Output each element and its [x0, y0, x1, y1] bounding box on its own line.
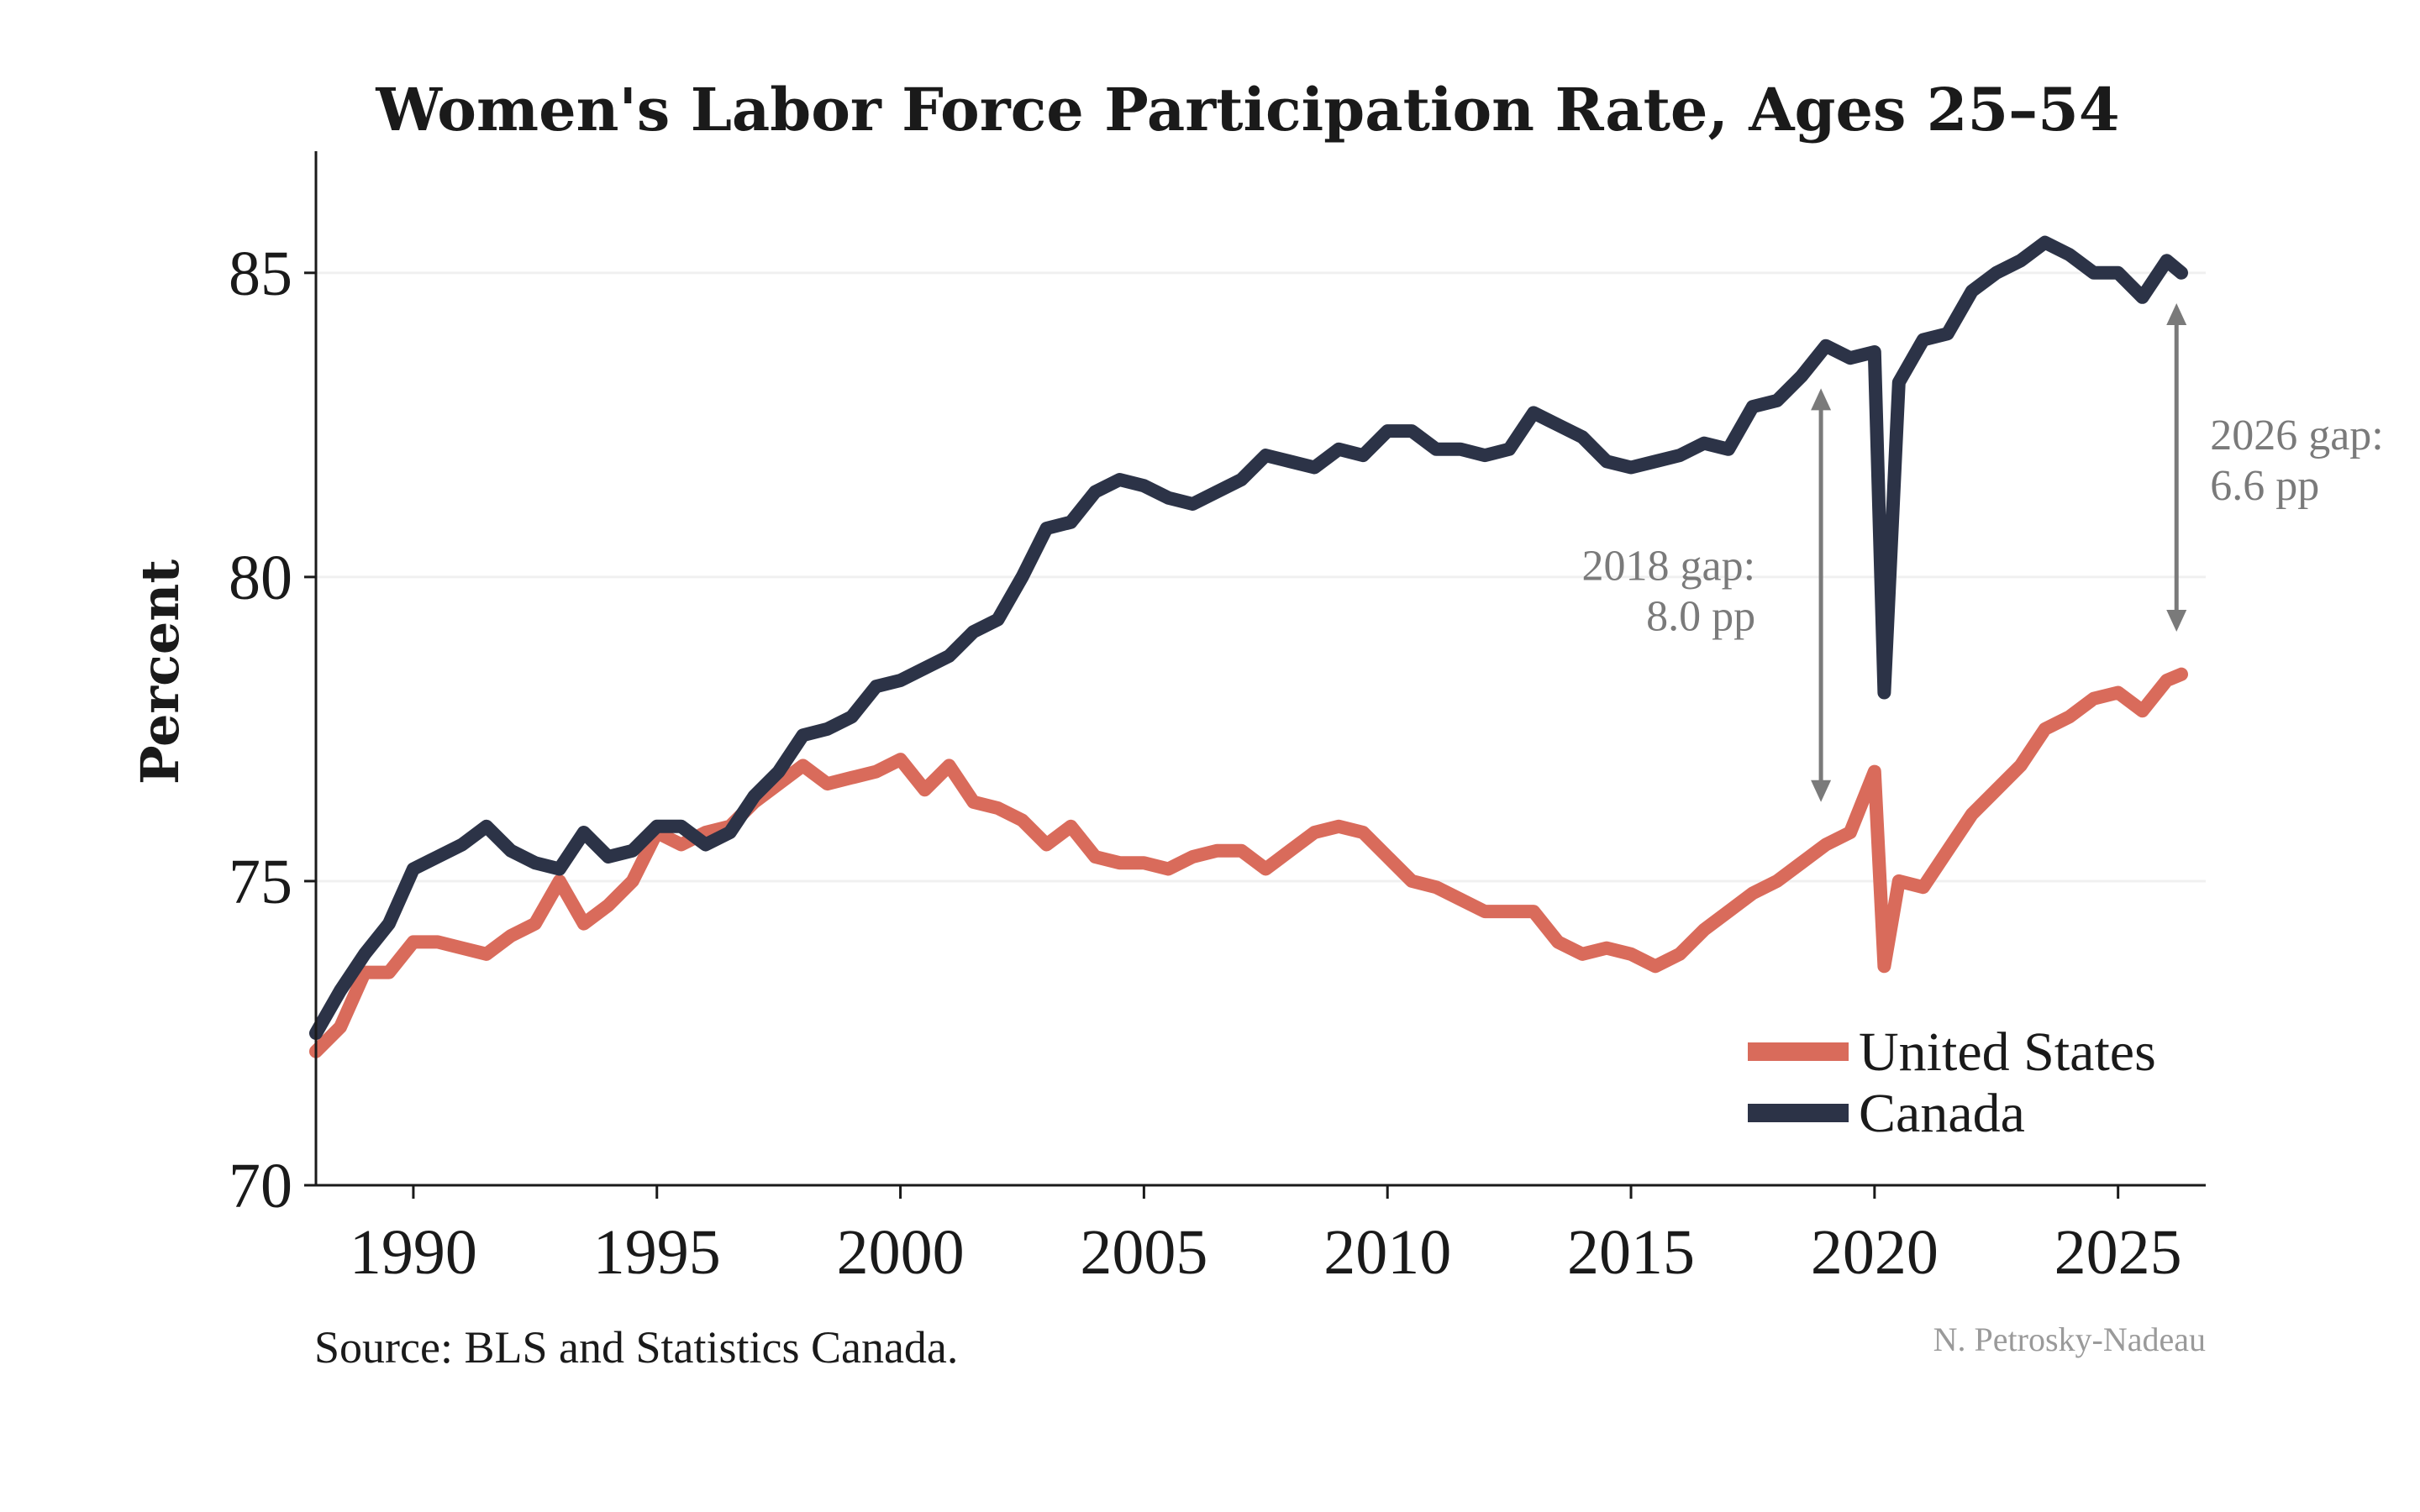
gap-2026-label-line1: 2026 gap: [2210, 412, 2384, 459]
legend-label-united-states: United States [1859, 1021, 2156, 1083]
ticks: 70 75 80 85 1990 1995 2000 2005 2010 2015 2020 2025 [229, 239, 2182, 1288]
credit-note: N. Petrosky-Nadeau [1933, 1320, 2206, 1358]
x-tick-label-2010: 2010 [1323, 1217, 1451, 1288]
y-tick-label-85: 85 [229, 239, 292, 309]
x-tick-label-2020: 2020 [1811, 1217, 1939, 1288]
x-tick-label-2000: 2000 [837, 1217, 965, 1288]
chart-title: Women's Labor Force Participation Rate, … [375, 75, 2119, 144]
x-tick-label-1995: 1995 [593, 1217, 721, 1288]
y-tick-label-75: 75 [229, 847, 292, 917]
x-tick-label-2025: 2025 [2054, 1217, 2182, 1288]
gap-2018-label-line2: 8.0 pp [1646, 593, 1755, 641]
legend-label-canada: Canada [1859, 1083, 2025, 1144]
series-line-canada [309, 235, 2188, 1040]
legend: United States Canada [1748, 1021, 2156, 1144]
grid [316, 271, 2206, 883]
y-tick-label-80: 80 [229, 543, 292, 613]
annotation-layer: 2018 gap:8.0 pp 2026 gap:6.6 pp [1582, 303, 2384, 802]
x-tick-label-2015: 2015 [1567, 1217, 1695, 1288]
y-tick-label-70: 70 [229, 1151, 292, 1221]
gap-2018-arrow-head-bottom [1811, 780, 1832, 802]
source-note: Source: BLS and Statistics Canada. [314, 1322, 958, 1373]
gap-2018-arrow-head-top [1811, 388, 1832, 411]
gap-2026-arrow-head-bottom [2166, 610, 2187, 633]
gap-2026-label-line2: 6.6 pp [2210, 462, 2319, 510]
y-axis-label: Percent [129, 559, 191, 785]
gap-2026-arrow-head-top [2166, 303, 2187, 326]
series-layer [309, 235, 2188, 1058]
x-tick-label-1990: 1990 [350, 1217, 477, 1288]
gap-2018-label-line1: 2018 gap: [1582, 543, 1756, 591]
series-line-united-states [309, 667, 2188, 1058]
x-tick-label-2005: 2005 [1080, 1217, 1207, 1288]
